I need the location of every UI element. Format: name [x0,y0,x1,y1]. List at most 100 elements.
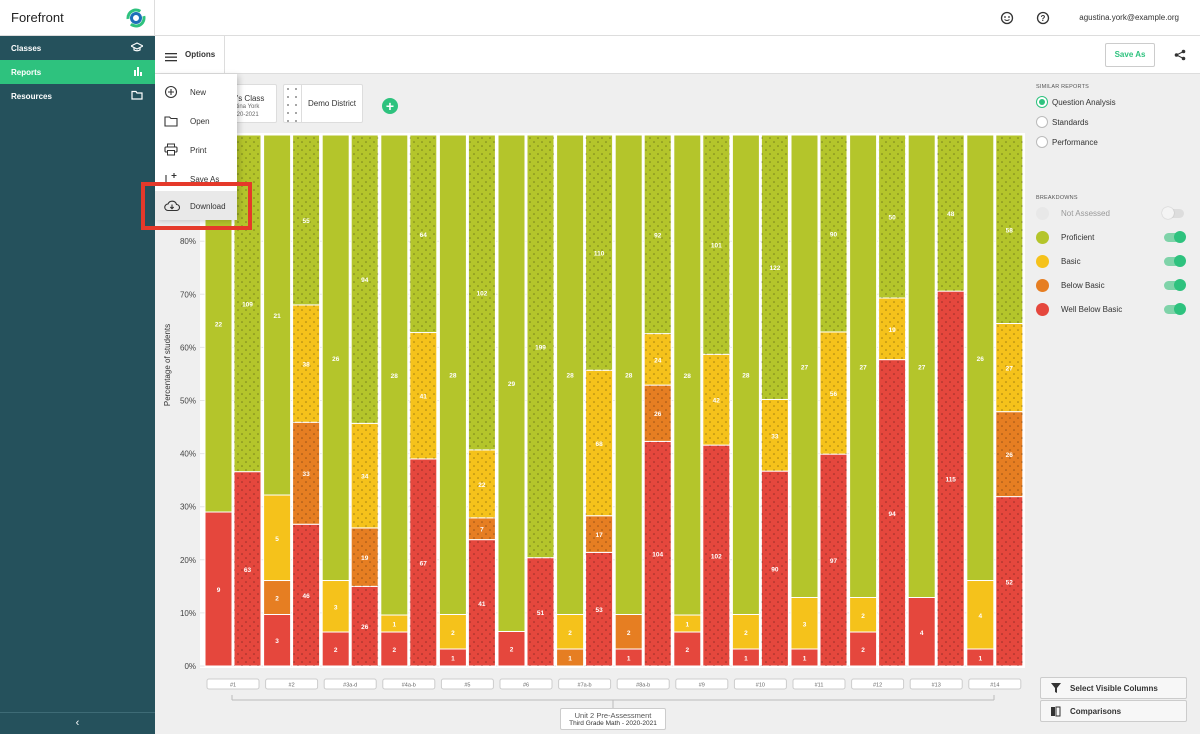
x-category-box[interactable] [265,678,319,690]
breakdown-label: Well Below Basic [1061,305,1123,314]
options-dropdown-menu: New Open Print Save As Download [155,74,237,220]
bar-value-label: 27 [1006,366,1014,373]
breakdown-toggle[interactable] [1164,303,1186,315]
radio-label: Question Analysis [1052,98,1116,107]
bar-value-label: 102 [711,554,722,561]
bar-segment-b[interactable] [849,597,878,633]
x-tick-label: #5 [464,683,470,689]
bar-value-label: 27 [918,364,926,371]
bar-value-label: 22 [215,322,223,329]
bar-value-label: 38 [302,362,310,369]
breakdown-toggle[interactable] [1164,279,1186,291]
bar-pattern-overlay [409,135,437,333]
bar-segment-wbb[interactable] [907,597,936,667]
x-category-box[interactable] [499,678,553,690]
sidebar-item-reports[interactable]: Reports [0,60,155,84]
bar-segment-wbb[interactable] [380,631,409,667]
sidebar: Forefront Classes Reports Resources ‹ [0,0,155,734]
x-category-box[interactable] [909,678,963,690]
x-category-box[interactable] [792,678,846,690]
bar-segment-b[interactable] [790,597,819,650]
bar-value-label: 33 [302,471,310,478]
x-category-box[interactable] [616,678,670,690]
breakdown-toggle[interactable] [1164,255,1186,267]
menu-item-new[interactable]: New [155,77,237,106]
legend-swatch [1036,279,1049,292]
bar-segment-bb[interactable] [614,613,643,650]
save-as-button[interactable]: Save As [1105,43,1155,67]
menu-item-label: Print [190,146,207,155]
bar-segment-p[interactable] [849,134,878,599]
bar-segment-b[interactable] [966,580,995,650]
add-comparison-button[interactable]: + [382,98,398,114]
y-tick-label: 10% [180,609,196,618]
breakdown-toggle[interactable] [1164,231,1186,243]
bar-value-label: 110 [594,251,605,258]
x-tick-label: #11 [815,683,824,689]
bar-segment-p[interactable] [497,134,526,632]
bar-segment-p[interactable] [263,134,292,496]
bar-segment-wbb[interactable] [204,511,233,667]
bar-segment-p[interactable] [438,134,467,615]
x-category-box[interactable] [733,678,787,690]
bar-segment-p[interactable] [614,134,643,615]
menu-icon [165,49,177,67]
district-filter-chip[interactable]: Demo District [283,84,363,123]
select-visible-columns-button[interactable]: Select Visible Columns [1040,677,1187,699]
x-category-box[interactable] [558,678,612,690]
bar-segment-p[interactable] [966,134,995,582]
breakdown-toggle[interactable] [1162,207,1184,219]
help-icon[interactable]: ? [1036,11,1050,30]
x-category-box[interactable] [851,678,905,690]
share-icon[interactable] [1174,48,1186,66]
bar-segment-bb[interactable] [263,580,292,615]
bar-segment-p[interactable] [556,134,585,615]
bar-value-label: 27 [859,364,867,371]
chart-group-caption: Unit 2 Pre-Assessment Third Grade Math -… [560,708,666,730]
x-tick-label: #9 [699,683,705,689]
bar-segment-wbb[interactable] [497,630,526,667]
bar-segment-p[interactable] [731,134,760,615]
breakdown-label: Not Assessed [1061,209,1110,218]
bar-segment-b[interactable] [263,494,292,582]
bar-value-label: 68 [595,441,603,448]
x-category-box[interactable] [206,678,260,690]
bar-segment-p[interactable] [907,134,936,599]
legend-swatch [1036,207,1049,220]
bar-segment-wbb[interactable] [849,631,878,667]
bar-pattern-overlay [585,370,613,516]
x-category-box[interactable] [675,678,729,690]
bar-value-label: 102 [476,290,487,297]
sidebar-item-classes[interactable]: Classes [0,36,155,60]
user-email[interactable]: agustina.york@example.org [1079,13,1179,22]
bar-segment-b[interactable] [321,580,350,633]
bar-segment-p[interactable] [321,134,350,582]
sidebar-item-resources[interactable]: Resources [0,84,155,108]
bar-segment-p[interactable] [380,134,409,616]
bar-segment-b[interactable] [556,613,585,650]
menu-item-print[interactable]: Print [155,135,237,164]
bar-pattern-overlay [820,332,847,455]
x-tick-label: #6 [523,683,529,689]
options-button[interactable]: Options [155,36,225,73]
x-category-box[interactable] [440,678,494,690]
feedback-icon[interactable] [1000,11,1014,30]
collapse-sidebar-button[interactable]: ‹ [0,712,155,734]
bar-value-label: 3 [275,638,279,645]
bar-segment-p[interactable] [673,134,702,616]
bar-segment-p[interactable] [790,134,819,599]
bar-segment-wbb[interactable] [263,613,292,667]
x-tick-label: #14 [990,683,999,689]
comparisons-button[interactable]: Comparisons [1040,700,1187,722]
bar-value-label: 122 [769,265,780,272]
bar-value-label: 28 [566,373,574,380]
menu-item-download[interactable]: Download [155,191,237,220]
bar-segment-wbb[interactable] [673,631,702,667]
x-category-box[interactable] [323,678,377,690]
breakdowns-title: BREAKDOWNS [1036,195,1078,201]
x-category-box[interactable] [382,678,436,690]
menu-item-open[interactable]: Open [155,106,237,135]
legend-swatch [1036,303,1049,316]
legend-swatch [1036,231,1049,244]
x-category-box[interactable] [968,678,1022,690]
